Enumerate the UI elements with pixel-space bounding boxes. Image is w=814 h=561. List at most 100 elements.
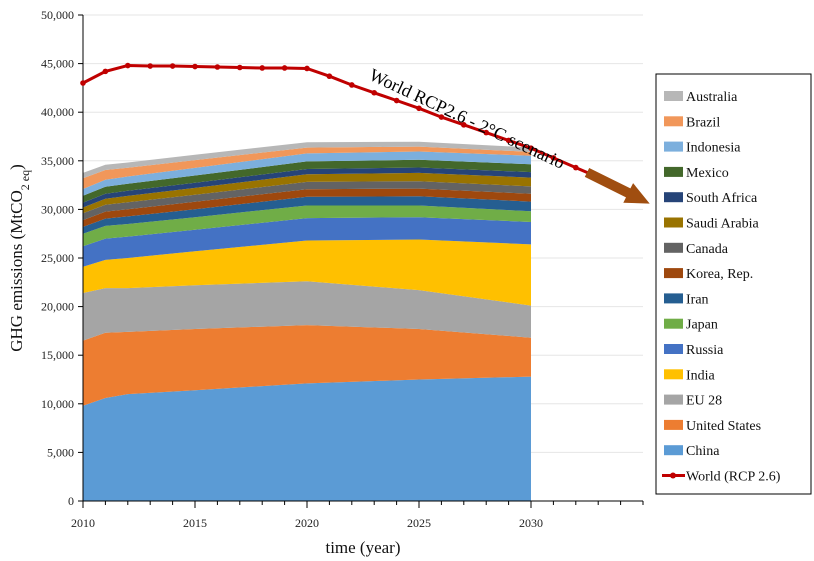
legend-swatch: [664, 166, 683, 177]
legend-swatch: [664, 369, 683, 380]
area-korea-rep-: [83, 188, 531, 227]
legend-marker: [670, 472, 676, 479]
legend-label: Russia: [686, 343, 724, 358]
legend: Australia Brazil Indonesia Mexico South Afri…: [655, 73, 812, 495]
world-point: [393, 97, 400, 104]
stacked-areas: [83, 141, 531, 501]
world-point: [326, 73, 333, 80]
legend-label: World (RCP 2.6): [686, 470, 781, 485]
world-point: [259, 65, 266, 71]
legend-label: Indonesia: [686, 141, 741, 156]
area-eu-28: [83, 281, 531, 341]
world-point: [371, 89, 378, 96]
legend-swatch: [664, 318, 683, 329]
world-point: [281, 65, 288, 71]
world-point: [438, 114, 445, 120]
y-tick-label: 15,000: [41, 348, 74, 362]
world-point: [125, 62, 131, 69]
y-tick-label: 20,000: [41, 300, 74, 314]
world-point: [237, 64, 243, 71]
axes: [78, 14, 644, 508]
y-tick-label: 0: [68, 494, 74, 508]
legend-swatch: [664, 192, 683, 203]
legend-label: India: [686, 368, 716, 383]
world-line: [82, 63, 599, 179]
legend-label: Japan: [686, 318, 718, 333]
world-point: [349, 82, 355, 88]
legend-swatch: [664, 344, 683, 354]
world-point: [550, 155, 557, 161]
legend-item: Iran: [664, 292, 709, 307]
world-point: [169, 63, 176, 69]
legend-item: Japan: [664, 318, 718, 333]
area-australia: [83, 141, 531, 179]
world-point: [528, 145, 534, 151]
legend-label: Australia: [686, 90, 738, 105]
world-point: [192, 63, 198, 70]
legend-swatch: [664, 91, 683, 101]
area-mexico: [83, 159, 531, 203]
legend-swatch: [664, 445, 683, 456]
x-tick-label: 2010: [71, 516, 95, 530]
legend-item: Mexico: [664, 166, 729, 181]
legend-item: EU 28: [664, 394, 722, 409]
area-india: [83, 239, 531, 306]
y-tick-label: 50,000: [41, 8, 74, 22]
area-south-africa: [83, 167, 531, 208]
x-tick-label: 2025: [407, 516, 431, 530]
x-tick-label: 2030: [519, 516, 543, 530]
world-point: [214, 64, 221, 70]
area-brazil: [83, 146, 531, 189]
y-tick-label: 30,000: [41, 202, 74, 216]
legend-swatch: [664, 217, 683, 228]
legend-item: Indonesia: [664, 141, 741, 156]
legend-label: Brazil: [686, 115, 720, 130]
world-point: [483, 129, 490, 136]
area-indonesia: [83, 151, 531, 196]
world-point: [147, 63, 153, 69]
legend-item: Saudi Arabia: [664, 217, 759, 232]
y-tick-label: 40,000: [41, 105, 74, 119]
area-united-states: [83, 325, 531, 406]
area-china: [83, 376, 531, 501]
legend-swatch: [664, 141, 683, 152]
world-point: [505, 137, 512, 144]
world-point: [80, 80, 86, 86]
world-point: [461, 122, 467, 128]
legend-item: Australia: [664, 90, 738, 105]
legend-swatch: [664, 394, 683, 405]
area-iran: [83, 196, 531, 234]
x-axis-label: time (year): [325, 538, 400, 557]
y-tick-label: 10,000: [41, 397, 74, 411]
y-tick-label: 5,000: [47, 445, 74, 459]
legend-label: Canada: [686, 242, 729, 257]
y-tick-label: 35,000: [41, 154, 74, 168]
world-point: [416, 105, 422, 112]
legend-item: Korea, Rep.: [664, 267, 753, 282]
legend-swatch: [664, 268, 683, 279]
legend-label: China: [686, 444, 720, 459]
legend-item: China: [664, 444, 720, 459]
x-tick-label: 2015: [183, 516, 207, 530]
legend-swatch: [664, 293, 683, 304]
world-point: [102, 68, 109, 75]
world-point: [573, 164, 579, 171]
legend-item: South Africa: [664, 191, 758, 206]
legend-label: Korea, Rep.: [686, 267, 753, 282]
legend-item: Canada: [664, 242, 729, 257]
world-point: [304, 65, 310, 72]
area-canada: [83, 181, 531, 221]
legend-swatch: [664, 419, 683, 430]
y-tick-label: 25,000: [41, 251, 74, 265]
legend-label: South Africa: [686, 191, 758, 206]
legend-item: Russia: [664, 343, 724, 358]
scenario-arrow: [584, 168, 650, 204]
legend-item: India: [664, 368, 716, 383]
legend-label: Mexico: [686, 166, 729, 181]
area-japan: [83, 205, 531, 247]
legend-swatch: [664, 116, 683, 127]
legend-label: EU 28: [686, 394, 722, 409]
area-russia: [83, 217, 531, 267]
legend-item: World (RCP 2.6): [662, 470, 781, 485]
